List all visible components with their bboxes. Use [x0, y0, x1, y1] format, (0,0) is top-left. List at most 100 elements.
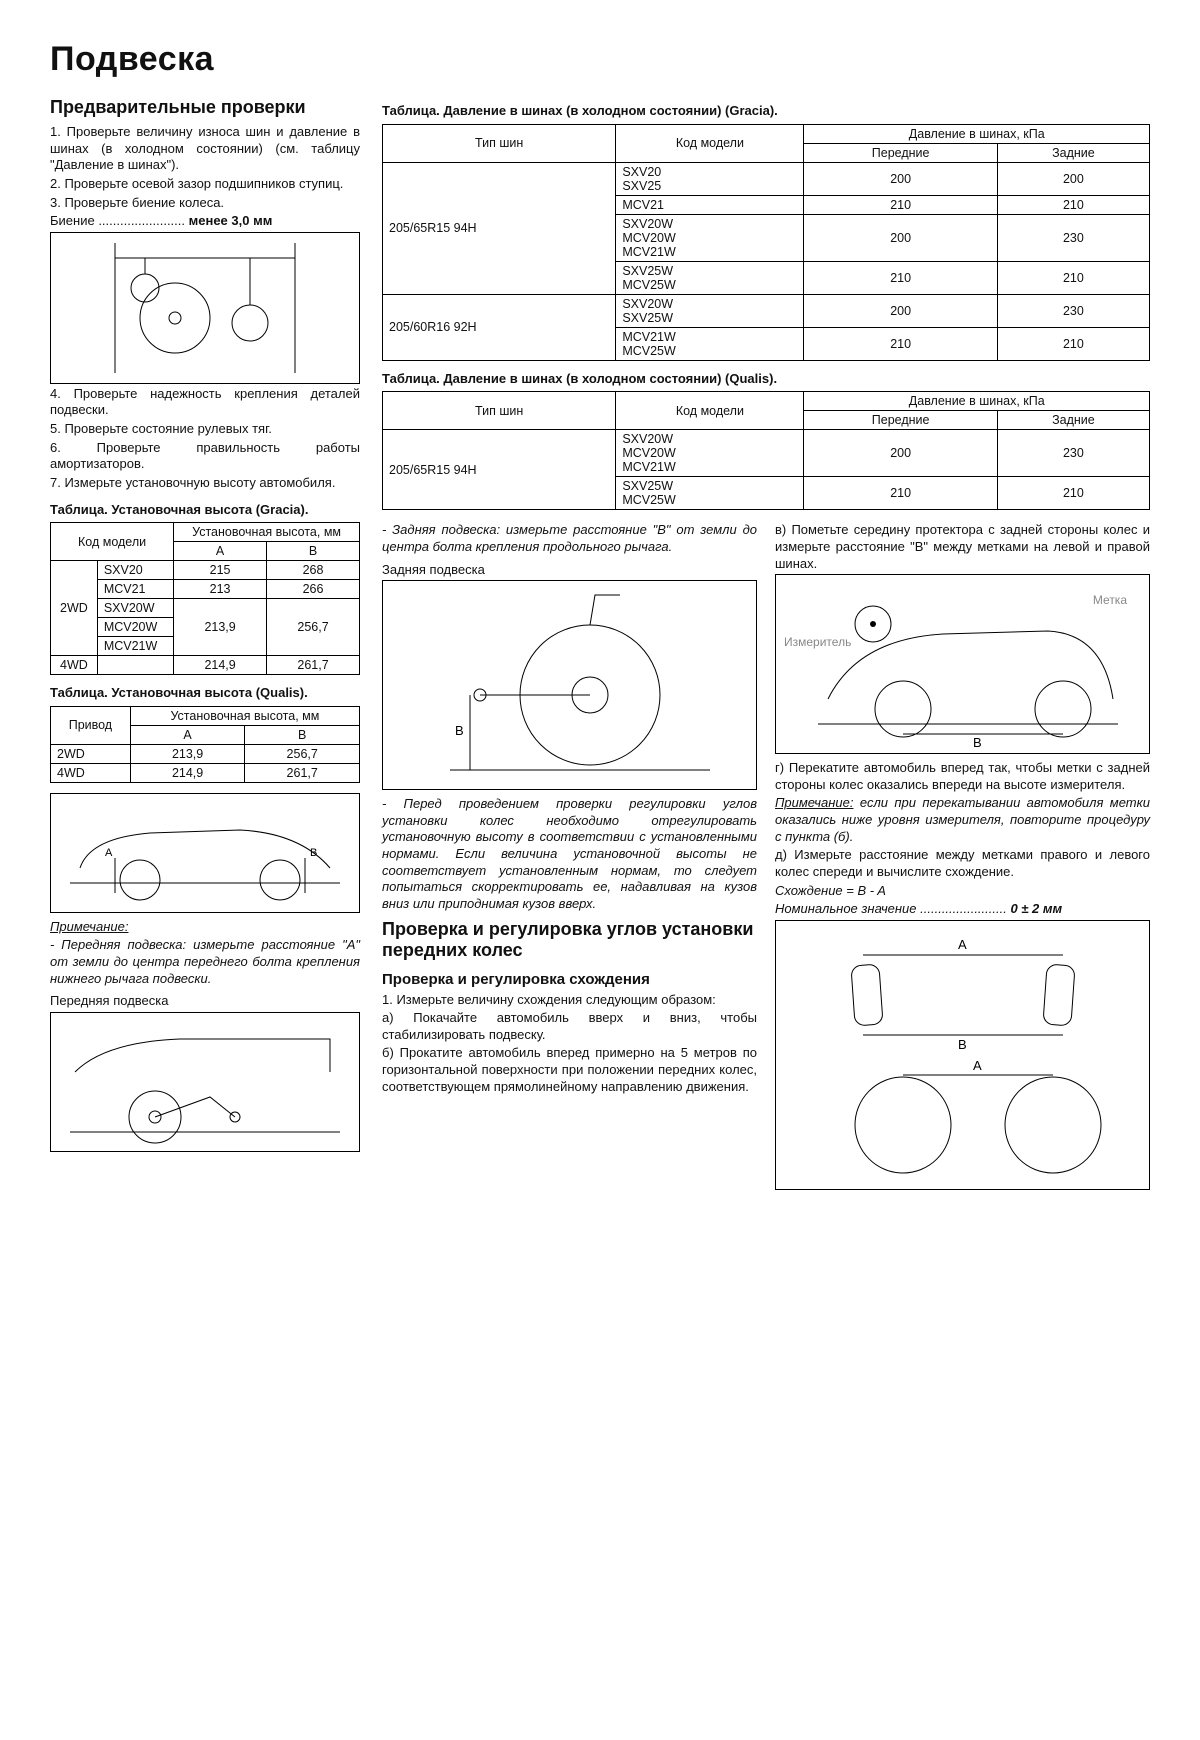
th-model: Код модели	[616, 392, 804, 430]
cell: 210	[997, 477, 1149, 510]
runout-value: менее 3,0 мм	[189, 213, 273, 228]
cell: SXV20W MCV20W MCV21W	[616, 430, 804, 477]
cell: 200	[804, 430, 997, 477]
cell: 256,7	[267, 599, 360, 656]
label-izmeritel: Измеритель	[784, 635, 851, 649]
cell: 215	[174, 561, 267, 580]
svg-text:B: B	[958, 1037, 967, 1052]
cell: 205/60R16 92H	[383, 294, 616, 360]
cell: 268	[267, 561, 360, 580]
toe-step-d: д) Измерьте расстояние между метками пра…	[775, 847, 1150, 880]
wheel-runout-diagram	[50, 232, 360, 384]
th-rear: Задние	[997, 143, 1149, 162]
pressure-qualis-caption: Таблица. Давление в шинах (в холодном со…	[382, 371, 1150, 388]
runout-spec: Биение менее 3,0 мм	[50, 213, 360, 230]
cell: 210	[804, 477, 997, 510]
toe-step-1: 1. Измерьте величину схождения следующим…	[382, 992, 757, 1009]
cell	[97, 656, 173, 675]
th-front: Передние	[804, 411, 997, 430]
th-front: Передние	[804, 143, 997, 162]
nominal-value: 0 ± 2 мм	[1010, 901, 1062, 916]
th-b: B	[267, 542, 360, 561]
height-gracia-caption: Таблица. Установочная высота (Gracia).	[50, 502, 360, 519]
pressure-qualis-table: Тип шин Код модели Давление в шинах, кПа…	[382, 391, 1150, 510]
cell: SXV20	[97, 561, 173, 580]
rear-susp-caption: Задняя подвеска	[382, 562, 757, 579]
check-step-7: 7. Измерьте установочную высоту автомоби…	[50, 475, 360, 492]
car-side-diagram: A B	[50, 793, 360, 913]
th-height: Установочная высота, мм	[174, 523, 360, 542]
cell: 214,9	[174, 656, 267, 675]
toe-check-heading: Проверка и регулировка схождения	[382, 971, 757, 988]
table-row: 4WD 214,9 261,7	[51, 763, 360, 782]
height-qualis-caption: Таблица. Установочная высота (Qualis).	[50, 685, 360, 702]
cell: 200	[804, 162, 997, 195]
pressure-gracia-caption: Таблица. Давление в шинах (в холодном со…	[382, 103, 1150, 120]
label-metka: Метка	[1093, 593, 1127, 607]
note-block: Примечание: если при перекатывании автом…	[775, 795, 1150, 845]
cell: SXV20 SXV25	[616, 162, 804, 195]
rear-susp-note: - Задняя подвеска: измерьте расстояние "…	[382, 522, 757, 555]
cell: MCV21W	[97, 637, 173, 656]
cell: 210	[804, 327, 997, 360]
cell: 230	[997, 430, 1149, 477]
cell: SXV20W SXV25W	[616, 294, 804, 327]
cell: 210	[804, 261, 997, 294]
th-a: A	[130, 725, 245, 744]
adjust-note: - Перед проведением проверки регулировки…	[382, 796, 757, 912]
cell: 4WD	[51, 656, 98, 675]
toe-step-1a: а) Покачайте автомобиль вверх и вниз, чт…	[382, 1010, 757, 1043]
height-qualis-table: Привод Установочная высота, мм A B 2WD 2…	[50, 706, 360, 783]
cell: SXV25W MCV25W	[616, 261, 804, 294]
cell: MCV21W MCV25W	[616, 327, 804, 360]
th-model: Код модели	[616, 124, 804, 162]
cell: 213,9	[174, 599, 267, 656]
note-label: Примечание:	[775, 795, 853, 810]
cell: 205/65R15 94H	[383, 430, 616, 510]
cell: 210	[997, 327, 1149, 360]
nominal-label: Номинальное значение	[775, 901, 917, 916]
cell: 200	[997, 162, 1149, 195]
th-tyre: Тип шин	[383, 392, 616, 430]
mid-column: - Задняя подвеска: измерьте расстояние "…	[382, 520, 757, 1190]
check-step-3: 3. Проверьте биение колеса.	[50, 195, 360, 212]
left-column: Предварительные проверки 1. Проверьте ве…	[50, 93, 360, 1190]
check-step-1: 1. Проверьте величину износа шин и давле…	[50, 124, 360, 174]
page-title: Подвеска	[50, 40, 1150, 79]
svg-text:B: B	[310, 847, 317, 859]
cell: SXV20W MCV20W MCV21W	[616, 214, 804, 261]
front-susp-caption: Передняя подвеска	[50, 993, 360, 1010]
check-step-4: 4. Проверьте надежность крепления детале…	[50, 386, 360, 419]
th-model: Код модели	[51, 523, 174, 561]
cell: 230	[997, 214, 1149, 261]
toe-step-1b: б) Прокатите автомобиль вперед примерно …	[382, 1045, 757, 1095]
toe-step-g: г) Перекатите автомобиль вперед так, что…	[775, 760, 1150, 793]
cell: 230	[997, 294, 1149, 327]
cell: 205/65R15 94H	[383, 162, 616, 294]
th-height: Установочная высота, мм	[130, 706, 359, 725]
svg-text:A: A	[958, 937, 967, 952]
front-susp-note: - Передняя подвеска: измерьте расстояние…	[50, 937, 360, 987]
runout-label: Биение	[50, 213, 95, 228]
cell: 210	[997, 195, 1149, 214]
cell: MCV20W	[97, 618, 173, 637]
cell: MCV21	[616, 195, 804, 214]
front-susp-diagram	[50, 1012, 360, 1152]
car-top-mark-diagram: B Метка Измеритель	[775, 574, 1150, 754]
th-drive: Привод	[51, 706, 131, 744]
right-column: Таблица. Давление в шинах (в холодном со…	[382, 93, 1150, 1190]
rear-susp-diagram: B	[382, 580, 757, 790]
check-step-2: 2. Проверьте осевой зазор подшипников ст…	[50, 176, 360, 193]
table-row: 2WD 213,9 256,7	[51, 744, 360, 763]
svg-text:B: B	[973, 735, 982, 749]
cell: 200	[804, 214, 997, 261]
cell: 261,7	[267, 656, 360, 675]
th-rear: Задние	[997, 411, 1149, 430]
svg-text:A: A	[105, 847, 113, 859]
th-pressure: Давление в шинах, кПа	[804, 392, 1150, 411]
cell: 266	[267, 580, 360, 599]
rightmost-column: в) Пометьте середину протектора с задней…	[775, 520, 1150, 1190]
th-b: B	[245, 725, 360, 744]
toe-measure-diagram: A B A	[775, 920, 1150, 1190]
cell: SXV20W	[97, 599, 173, 618]
